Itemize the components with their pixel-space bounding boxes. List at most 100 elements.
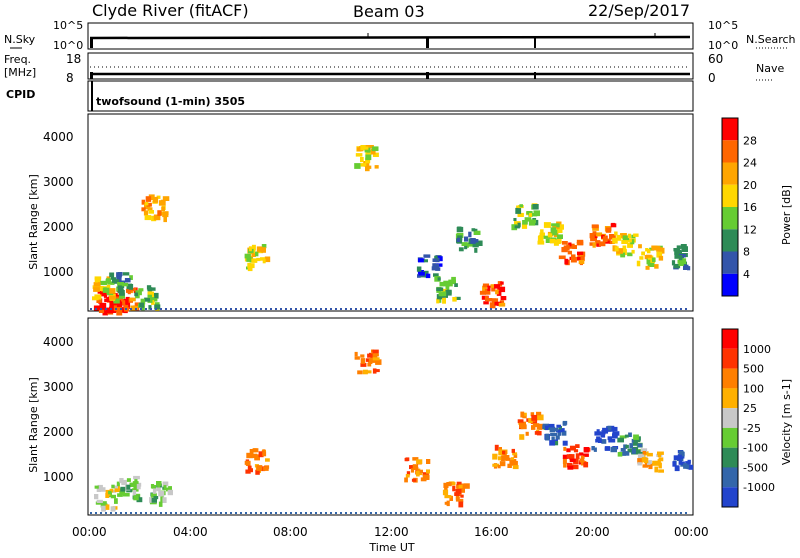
scatter-cell xyxy=(156,195,161,199)
scatter-cell xyxy=(469,242,474,247)
scatter-cell xyxy=(458,484,463,489)
scatter-cell xyxy=(631,448,636,454)
scatter-cell xyxy=(126,288,132,293)
scatter-cell xyxy=(264,256,271,263)
scatter-cell xyxy=(456,481,462,486)
scatter-cell xyxy=(105,307,110,313)
scatter-cell xyxy=(163,485,167,491)
scatter-cell xyxy=(602,236,608,242)
scatter-cell xyxy=(363,146,369,150)
scatter-cell xyxy=(594,431,601,436)
scatter-cell xyxy=(558,224,564,230)
scatter-cell xyxy=(434,263,440,268)
scatter-cell xyxy=(657,452,661,458)
scatter-cell xyxy=(132,490,137,496)
power-heatmap xyxy=(90,145,691,316)
scatter-cell xyxy=(163,216,167,223)
scatter-cell xyxy=(122,272,130,276)
scatter-cell xyxy=(687,266,691,271)
scatter-cell xyxy=(464,245,468,250)
scatter-cell xyxy=(144,215,152,221)
scatter-cell xyxy=(657,459,661,465)
scatter-cell xyxy=(116,310,123,316)
scatter-cell xyxy=(550,432,557,436)
scatter-cell xyxy=(549,440,556,446)
scatter-cell xyxy=(579,458,585,463)
scatter-cell xyxy=(495,289,499,295)
scatter-cell xyxy=(255,251,259,257)
scatter-cell xyxy=(95,279,101,284)
scatter-cell xyxy=(152,196,159,203)
scatter-cell xyxy=(454,492,460,496)
scatter-cell xyxy=(563,462,567,468)
scatter-cell xyxy=(680,244,685,249)
scatter-cell xyxy=(543,235,550,239)
scatter-cell xyxy=(405,474,410,478)
scatter-cell xyxy=(545,238,550,243)
scatter-cell xyxy=(468,231,472,238)
scatter-cell xyxy=(456,237,460,242)
scatter-cell xyxy=(520,424,527,430)
scatter-cell xyxy=(98,309,105,313)
scatter-cell xyxy=(106,297,110,302)
colorbar-segment xyxy=(722,184,738,208)
scatter-cell xyxy=(412,464,419,470)
colorbar-segment xyxy=(722,251,738,274)
scatter-cell xyxy=(513,218,517,221)
scatter-cell xyxy=(579,452,584,456)
scatter-cell xyxy=(522,414,527,419)
velocity-ylabel: Slant Range [km] xyxy=(27,377,40,473)
scatter-cell xyxy=(128,284,134,290)
scatter-cell xyxy=(573,449,579,453)
scatter-cell xyxy=(511,448,515,453)
scatter-cell xyxy=(125,301,131,307)
scatter-cell xyxy=(497,281,503,287)
scatter-cell xyxy=(452,297,457,302)
scatter-cell xyxy=(514,221,521,227)
scatter-cell xyxy=(134,479,138,485)
scatter-cell xyxy=(492,453,498,460)
scatter-cell xyxy=(135,290,142,296)
colorbar-tick-label: 16 xyxy=(743,201,757,214)
scatter-cell xyxy=(609,234,616,240)
scatter-cell xyxy=(552,427,559,432)
scatter-cell xyxy=(446,482,452,487)
scatter-cell xyxy=(677,454,682,460)
scatter-cell xyxy=(102,287,110,293)
scatter-cell xyxy=(134,292,138,297)
scatter-cell xyxy=(256,246,263,252)
scatter-cell xyxy=(249,257,253,263)
scatter-cell xyxy=(532,423,540,428)
velocity-ytick-1000: 1000 xyxy=(43,470,74,484)
scatter-cell xyxy=(110,281,115,285)
scatter-cell xyxy=(258,451,264,458)
scatter-cell xyxy=(364,147,371,153)
power-yticks: 1000 2000 3000 4000 xyxy=(43,130,74,279)
scatter-cell xyxy=(437,298,442,303)
scatter-cell xyxy=(355,153,363,157)
scatter-cell xyxy=(530,412,535,417)
scatter-cell xyxy=(436,298,440,304)
scatter-cell xyxy=(461,242,468,246)
scatter-cell xyxy=(540,229,544,235)
scatter-cell xyxy=(490,284,495,288)
scatter-cell xyxy=(551,436,555,441)
scatter-cell xyxy=(630,239,635,245)
scatter-cell xyxy=(489,302,496,309)
scatter-cell xyxy=(102,310,108,316)
colorbar-frame xyxy=(721,328,739,508)
scatter-cell xyxy=(556,227,563,233)
scatter-cell xyxy=(106,284,111,289)
scatter-cell xyxy=(262,451,267,457)
scatter-cell xyxy=(93,305,101,311)
scatter-cell xyxy=(252,448,259,453)
colorbar-segment xyxy=(722,273,738,297)
scatter-cell xyxy=(100,280,108,286)
scatter-cell xyxy=(256,257,261,262)
scatter-cell xyxy=(621,239,628,244)
scatter-cell xyxy=(372,358,378,363)
scatter-cell xyxy=(558,255,566,260)
scatter-cell xyxy=(373,369,380,373)
scatter-cell xyxy=(452,485,456,492)
scatter-cell xyxy=(637,462,642,466)
